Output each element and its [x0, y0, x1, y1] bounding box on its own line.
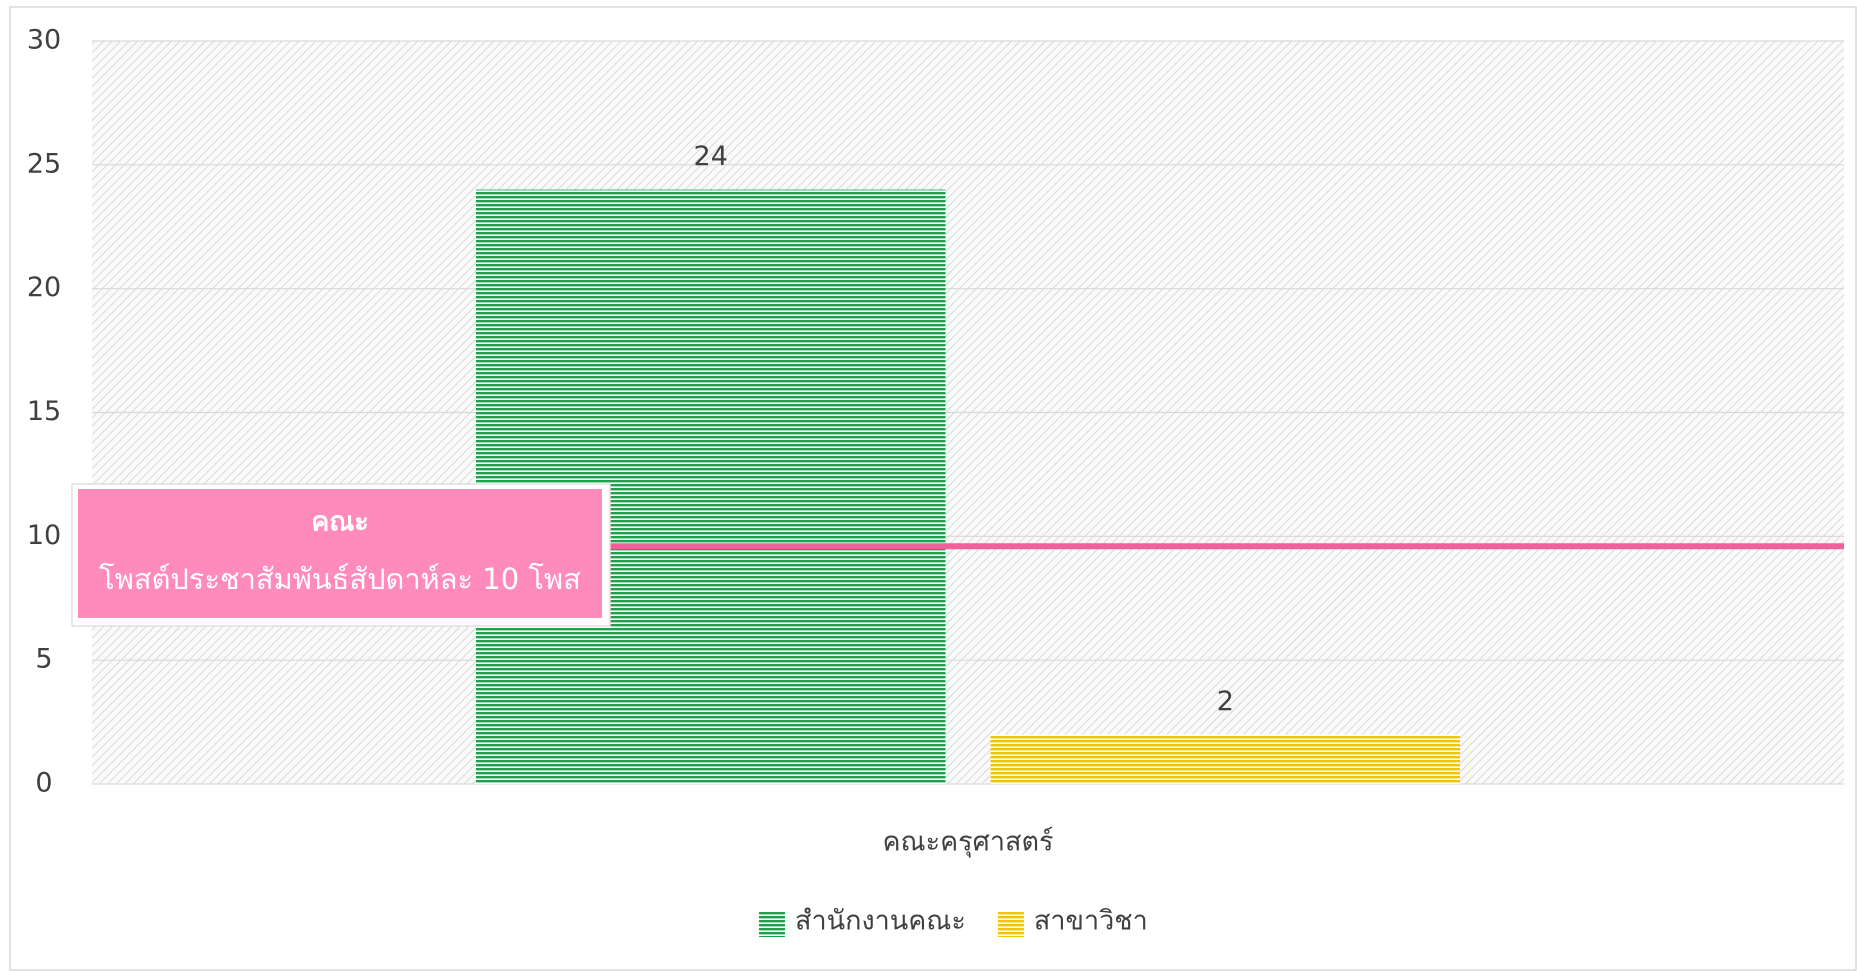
y-tick-label: 10 — [27, 520, 61, 551]
x-tick-label: คณะครุศาสตร์ — [883, 826, 1054, 859]
data-label: 2 — [1217, 686, 1234, 717]
y-tick-label: 15 — [27, 396, 61, 427]
legend-swatch — [997, 911, 1024, 937]
y-tick-label: 30 — [27, 25, 61, 56]
y-tick-label: 5 — [35, 644, 52, 675]
legend-swatch — [759, 911, 785, 937]
annotation-box — [78, 489, 602, 618]
y-tick-label: 0 — [35, 768, 52, 799]
y-tick-label: 20 — [27, 272, 61, 303]
legend-label: สาขาวิชา — [1034, 906, 1148, 937]
legend-label: สำนักงานคณะ — [795, 906, 966, 937]
chart-border — [9, 6, 1857, 971]
y-tick-label: 25 — [27, 148, 61, 179]
annotation-title: คณะ — [311, 507, 369, 538]
bar — [990, 734, 1461, 784]
data-label: 24 — [694, 141, 728, 172]
annotation-text: โพสต์ประชาสัมพันธ์สัปดาห์ละ 10 โพส — [99, 562, 581, 596]
